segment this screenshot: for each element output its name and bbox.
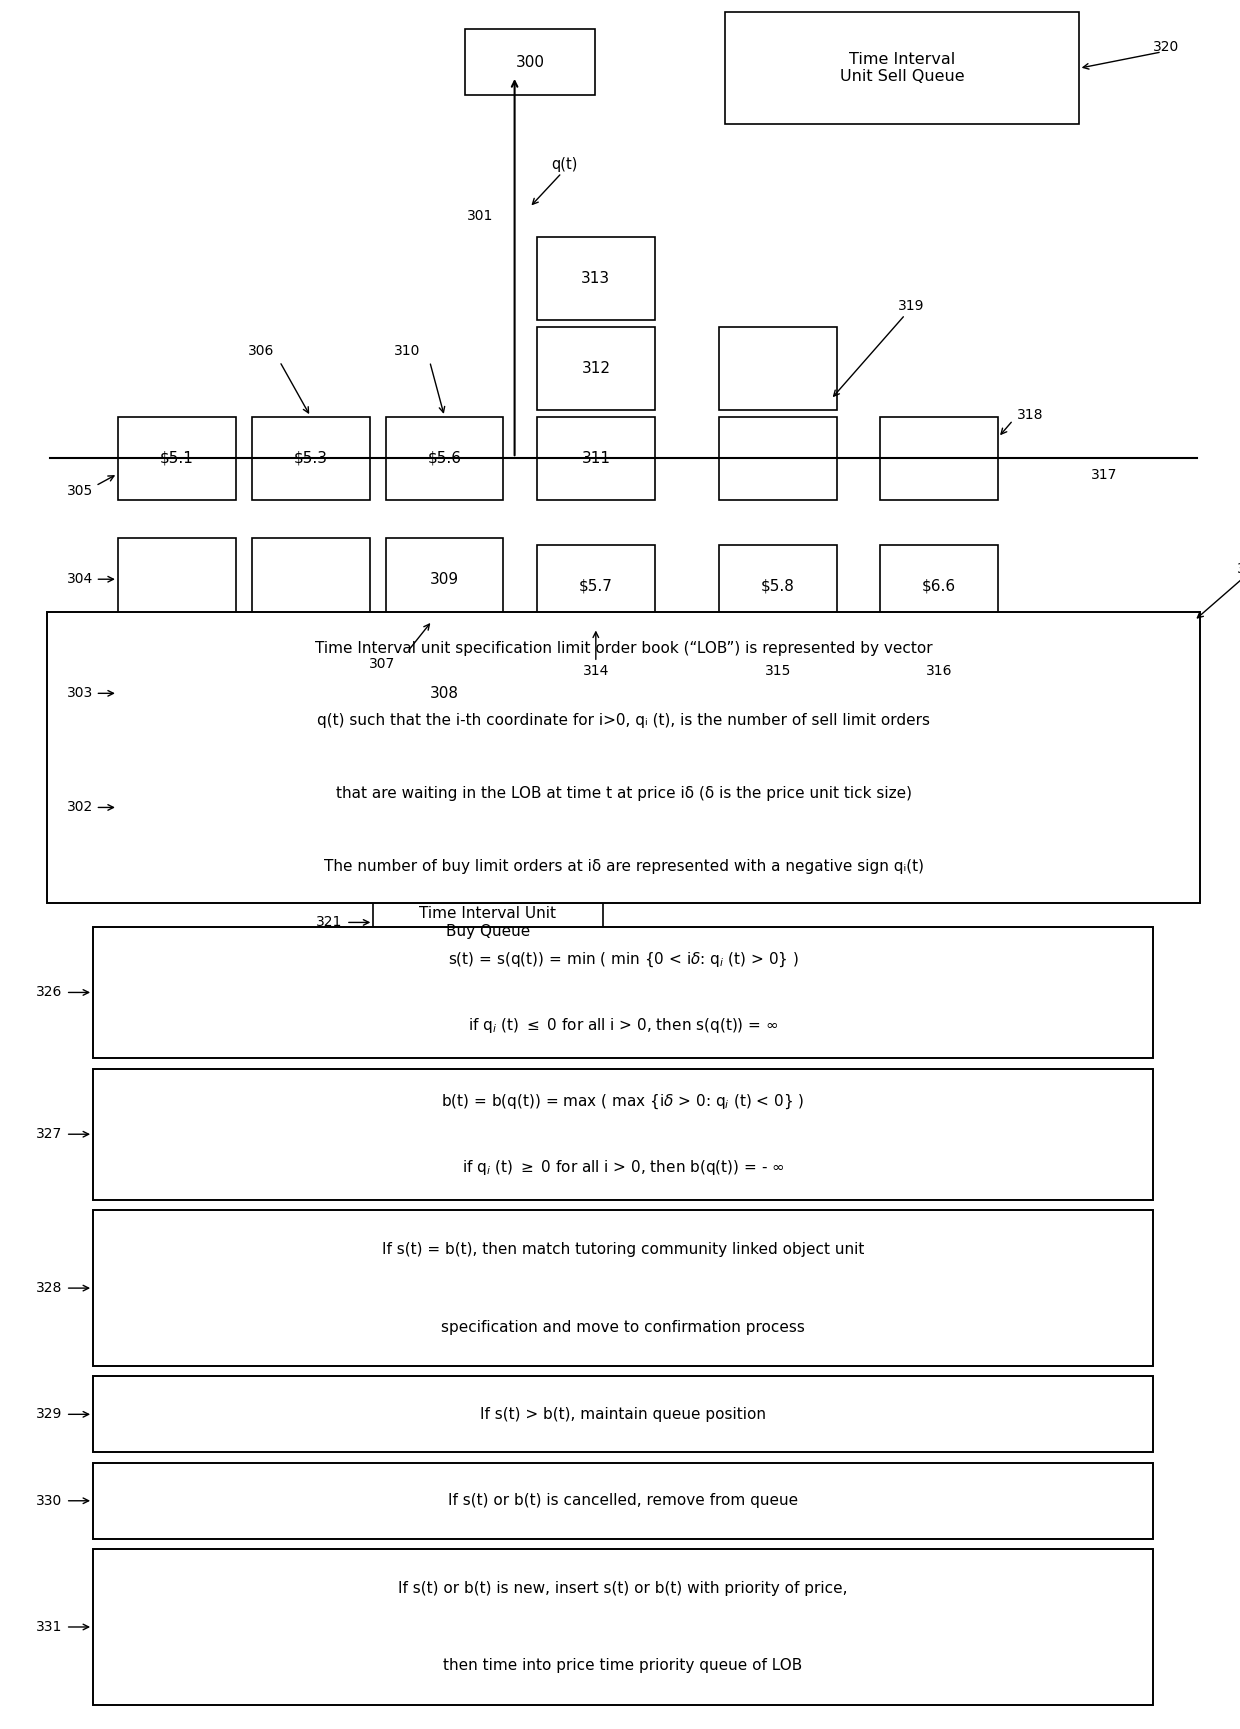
- Text: if q$_i$ (t) $\geq$ 0 for all i > 0, then b(q(t)) = - $\infty$: if q$_i$ (t) $\geq$ 0 for all i > 0, the…: [461, 1158, 785, 1176]
- FancyBboxPatch shape: [373, 866, 603, 979]
- Text: 314: 314: [583, 664, 609, 678]
- FancyBboxPatch shape: [537, 327, 655, 410]
- FancyBboxPatch shape: [537, 417, 655, 500]
- FancyBboxPatch shape: [93, 927, 1153, 1058]
- Text: 316: 316: [926, 664, 952, 678]
- FancyBboxPatch shape: [93, 1376, 1153, 1452]
- Text: 317: 317: [1091, 469, 1117, 482]
- Text: b(t) = b(q(t)) = max ( max {i$\delta$ > 0: q$_i$ (t) < 0} ): b(t) = b(q(t)) = max ( max {i$\delta$ > …: [441, 1093, 805, 1110]
- FancyBboxPatch shape: [118, 417, 236, 500]
- Text: $5.6: $5.6: [428, 451, 461, 465]
- Text: 303: 303: [67, 686, 93, 700]
- Text: 300: 300: [516, 55, 544, 69]
- FancyBboxPatch shape: [719, 545, 837, 628]
- Text: 326: 326: [36, 986, 62, 999]
- Text: 318: 318: [1017, 408, 1043, 422]
- FancyBboxPatch shape: [93, 1463, 1153, 1539]
- Text: if q$_i$ (t) $\leq$ 0 for all i > 0, then s(q(t)) = $\infty$: if q$_i$ (t) $\leq$ 0 for all i > 0, the…: [467, 1017, 779, 1034]
- Text: 312: 312: [582, 361, 610, 375]
- Text: 311: 311: [582, 451, 610, 465]
- FancyBboxPatch shape: [880, 545, 998, 628]
- Text: 330: 330: [36, 1494, 62, 1508]
- Text: Time Interval
Unit Sell Queue: Time Interval Unit Sell Queue: [839, 52, 965, 85]
- Text: q(t) such that the i-th coordinate for i>0, qᵢ (t), is the number of sell limit : q(t) such that the i-th coordinate for i…: [317, 714, 930, 728]
- FancyBboxPatch shape: [719, 417, 837, 500]
- FancyBboxPatch shape: [386, 538, 503, 621]
- FancyBboxPatch shape: [537, 545, 655, 628]
- FancyBboxPatch shape: [118, 538, 236, 621]
- Text: s(t) = s(q(t)) = min ( min {0 < i$\delta$: q$_i$ (t) > 0} ): s(t) = s(q(t)) = min ( min {0 < i$\delta…: [448, 951, 799, 968]
- Text: Time Interval unit specification limit order book (“LOB”) is represented by vect: Time Interval unit specification limit o…: [315, 641, 932, 655]
- FancyBboxPatch shape: [47, 612, 1200, 903]
- Text: If s(t) > b(t), maintain queue position: If s(t) > b(t), maintain queue position: [480, 1407, 766, 1421]
- Text: 329: 329: [36, 1407, 62, 1421]
- Text: If s(t) or b(t) is new, insert s(t) or b(t) with priority of price,: If s(t) or b(t) is new, insert s(t) or b…: [398, 1580, 848, 1596]
- FancyBboxPatch shape: [537, 237, 655, 320]
- FancyBboxPatch shape: [93, 1549, 1153, 1705]
- Text: 304: 304: [67, 572, 93, 586]
- Text: Time Interval Unit
Buy Queue: Time Interval Unit Buy Queue: [419, 906, 557, 939]
- Text: 307: 307: [370, 657, 396, 671]
- FancyBboxPatch shape: [880, 417, 998, 500]
- Text: 321: 321: [316, 915, 342, 930]
- Text: 315: 315: [765, 664, 791, 678]
- Text: If s(t) or b(t) is cancelled, remove from queue: If s(t) or b(t) is cancelled, remove fro…: [448, 1494, 799, 1508]
- Text: 319: 319: [898, 299, 925, 313]
- FancyBboxPatch shape: [252, 538, 370, 621]
- Text: 301: 301: [466, 209, 494, 223]
- Text: 331: 331: [36, 1620, 62, 1634]
- Text: $5.1: $5.1: [160, 451, 193, 465]
- Text: 306: 306: [248, 344, 274, 358]
- Text: 308: 308: [430, 686, 459, 700]
- Text: 325: 325: [1236, 562, 1240, 576]
- Text: 309: 309: [430, 572, 459, 586]
- Text: 305: 305: [67, 484, 93, 498]
- Text: q(t): q(t): [551, 157, 578, 171]
- FancyBboxPatch shape: [386, 652, 503, 735]
- FancyBboxPatch shape: [252, 417, 370, 500]
- Text: $5.3: $5.3: [294, 451, 327, 465]
- FancyBboxPatch shape: [719, 327, 837, 410]
- Text: then time into price time priority queue of LOB: then time into price time priority queue…: [444, 1658, 802, 1674]
- Text: specification and move to confirmation process: specification and move to confirmation p…: [441, 1319, 805, 1335]
- FancyBboxPatch shape: [386, 417, 503, 500]
- Text: $5.8: $5.8: [761, 579, 795, 593]
- FancyBboxPatch shape: [465, 29, 595, 95]
- Text: 320: 320: [1152, 40, 1179, 54]
- FancyBboxPatch shape: [725, 12, 1079, 124]
- FancyBboxPatch shape: [118, 766, 236, 849]
- FancyBboxPatch shape: [93, 1069, 1153, 1200]
- FancyBboxPatch shape: [93, 1210, 1153, 1366]
- Text: $5.7: $5.7: [579, 579, 613, 593]
- Text: 328: 328: [36, 1281, 62, 1295]
- Text: 302: 302: [67, 801, 93, 814]
- Text: 310: 310: [394, 344, 420, 358]
- FancyBboxPatch shape: [118, 652, 236, 735]
- Text: If s(t) = b(t), then match tutoring community linked object unit: If s(t) = b(t), then match tutoring comm…: [382, 1241, 864, 1257]
- Text: 313: 313: [582, 271, 610, 285]
- Text: that are waiting in the LOB at time t at price iδ (δ is the price unit tick size: that are waiting in the LOB at time t at…: [336, 787, 911, 801]
- Text: $6.6: $6.6: [923, 579, 956, 593]
- Text: The number of buy limit orders at iδ are represented with a negative sign qᵢ(t): The number of buy limit orders at iδ are…: [324, 859, 924, 873]
- Text: 327: 327: [36, 1127, 62, 1141]
